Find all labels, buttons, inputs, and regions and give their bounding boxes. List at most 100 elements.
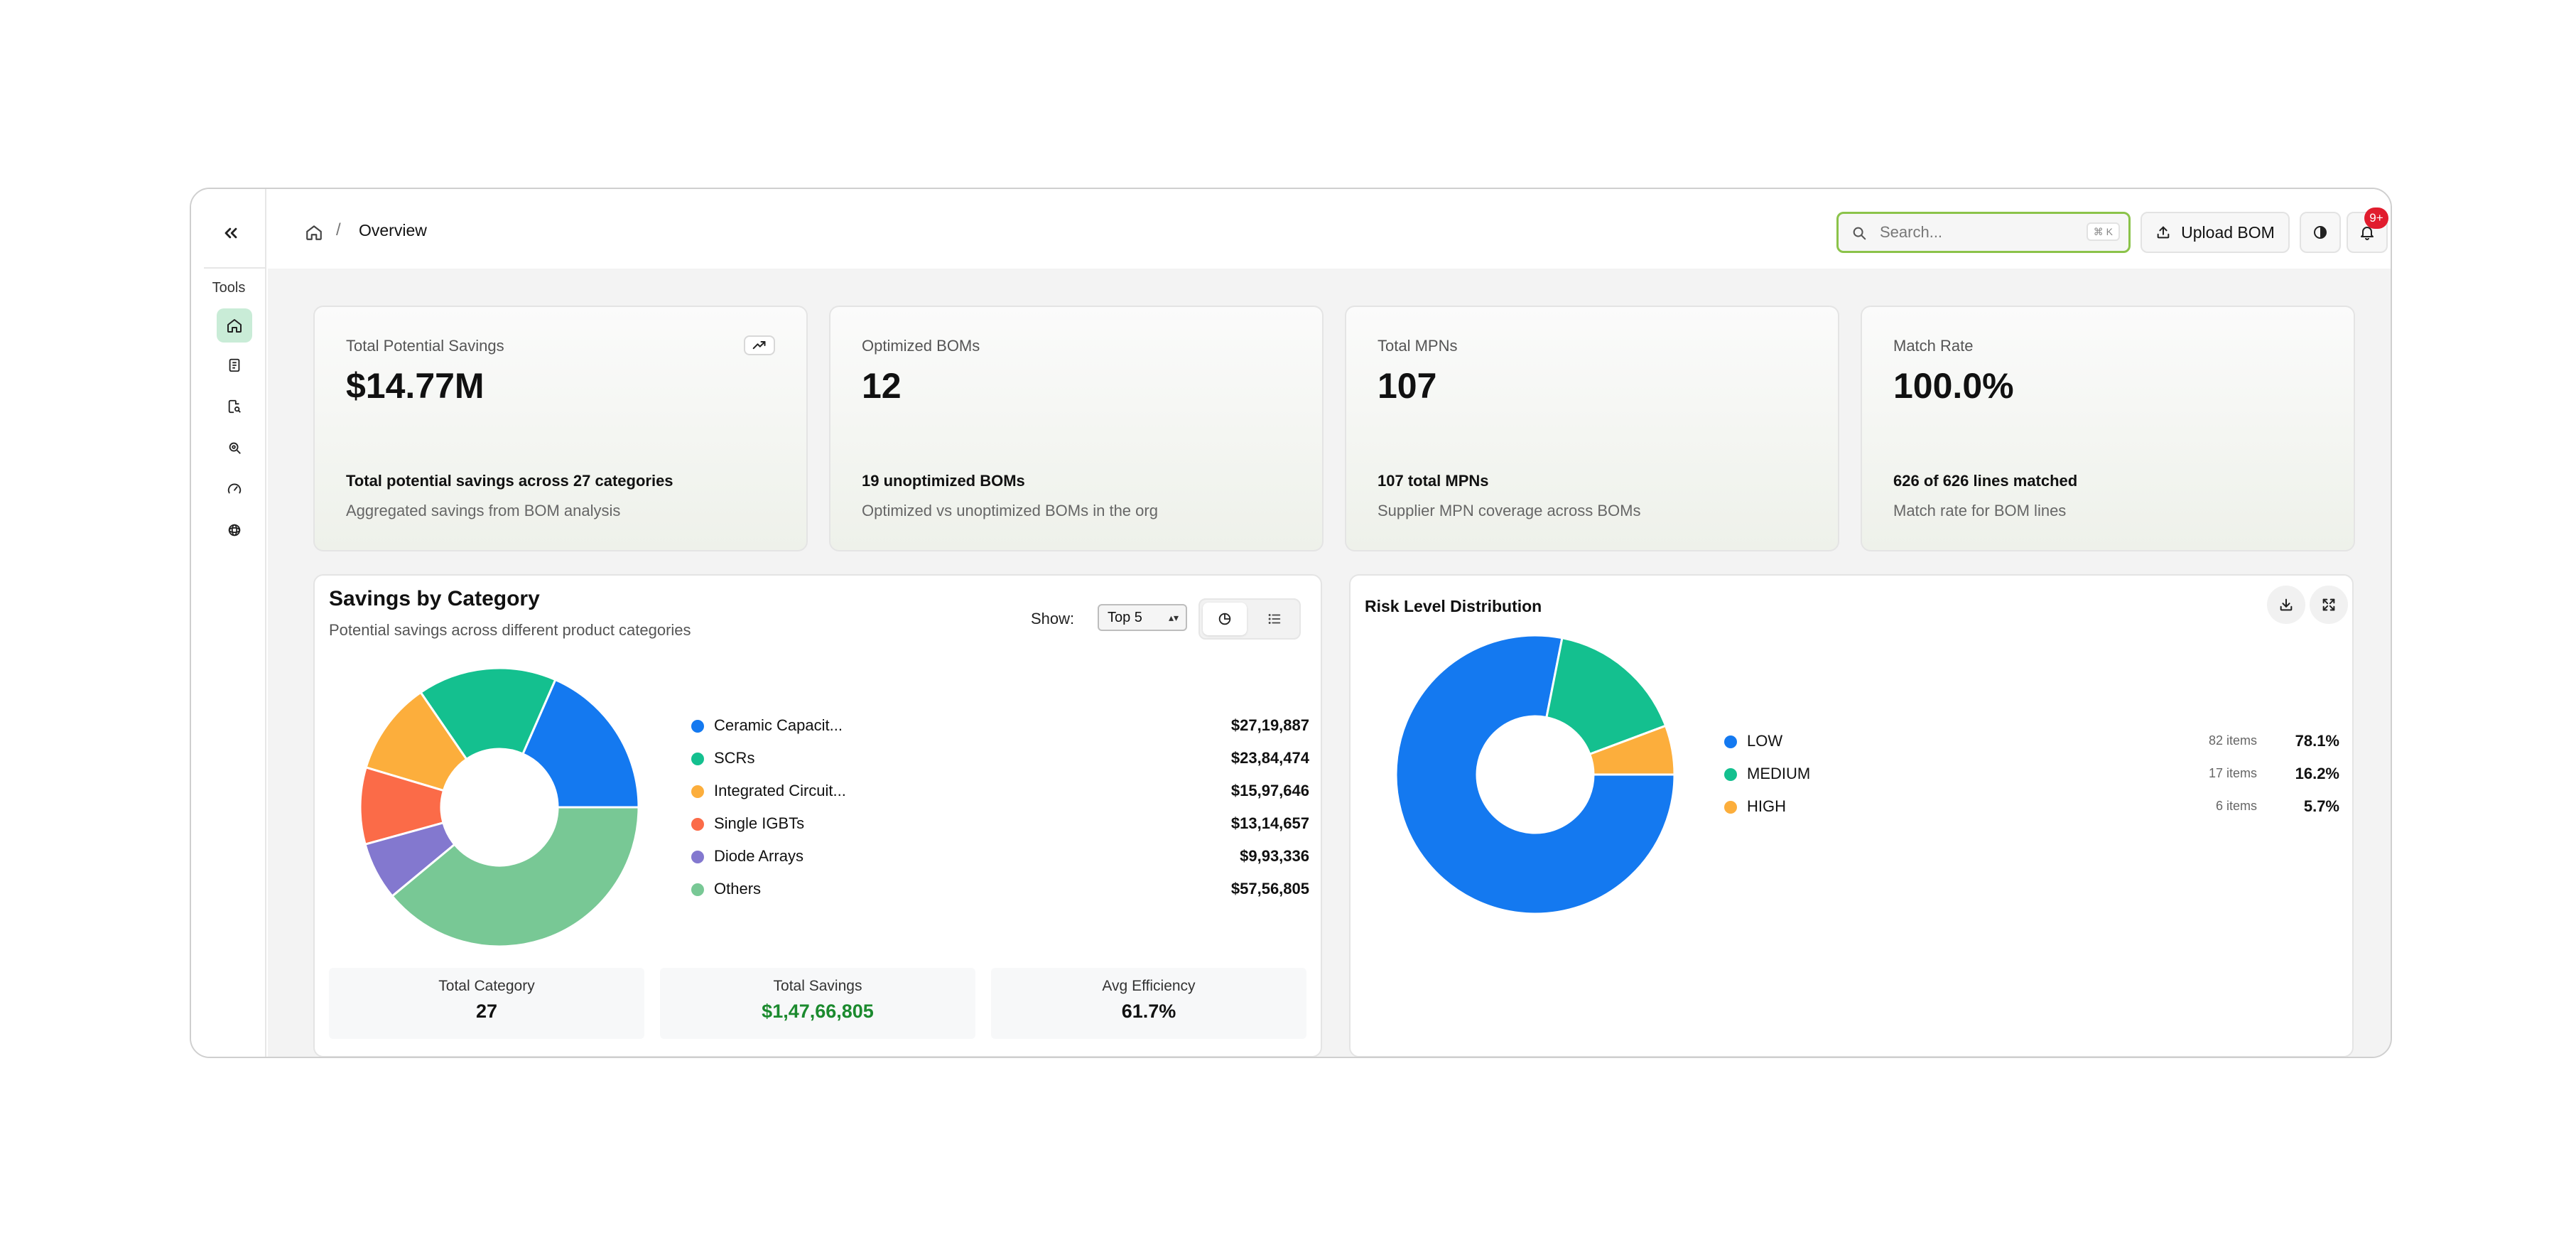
gauge-icon [227,483,242,494]
stat-title: Optimized BOMs [862,337,980,355]
stat-subdescription: Optimized vs unoptimized BOMs in the org [862,502,1158,519]
donut-slice-scrs[interactable] [419,667,557,761]
legend-count: 17 items [2208,766,2257,780]
sidebar-item-file-search[interactable] [217,389,252,424]
pie-view-button[interactable] [1203,603,1247,635]
legend-label: SCRs [714,749,755,767]
breadcrumb-separator: / [336,220,341,239]
legend-label: Diode Arrays [714,847,803,865]
legend-label: Ceramic Capacit... [714,716,843,734]
openai-icon [228,524,241,537]
legend-label: MEDIUM [1747,765,1811,782]
download-icon [2280,598,2293,611]
pie-chart-icon [1218,613,1231,625]
stat-title: Total MPNs [1378,337,1458,355]
stat-description: 19 unoptimized BOMs [862,472,1025,490]
sidebar-section-label: Tools [212,280,246,296]
legend-value: $27,19,887 [1230,716,1309,734]
upload-bom-label: Upload BOM [2181,222,2275,242]
search-icon [1853,227,1866,240]
select-arrows-icon: ▴▾ [1168,612,1179,623]
top-header: / Overview ⌘ K Upload BOM 9+ [268,189,2391,269]
trend-badge [744,335,775,355]
legend-dot [691,851,704,863]
legend-dot [691,818,704,831]
top-n-select[interactable]: Top 5 ▴▾ [1098,604,1187,631]
breadcrumb-home-icon[interactable] [305,223,323,242]
summary-label: Avg Efficiency [1102,978,1196,994]
upload-icon [2157,226,2170,239]
stat-title: Match Rate [1893,337,1974,355]
savings-donut-chart [359,667,640,948]
panel-title: Savings by Category [329,587,540,610]
legend-value: $13,14,657 [1230,814,1309,832]
list-icon [1268,614,1281,624]
donut-slice-ceramic-capacit[interactable] [521,678,640,809]
donut-slice-high[interactable] [1588,724,1676,776]
collapse-sidebar-button[interactable] [217,219,245,247]
summary-label: Total Category [438,978,535,994]
double-chevron-left-icon [224,227,237,239]
stat-value: $14.77M [346,366,485,406]
notification-badge: 9+ [2364,208,2388,229]
stat-value: 100.0% [1893,366,2014,406]
legend-item: Others $57,56,805 [691,878,1309,900]
trending-up-icon [752,341,766,350]
app-window: Tools / Overview ⌘ K Upl [190,188,2392,1058]
legend-dot [691,785,704,798]
legend-value: $57,56,805 [1230,880,1309,898]
stat-card-optimized-boms: Optimized BOMs 12 19 unoptimized BOMs Op… [829,306,1324,551]
donut-slice-low[interactable] [1395,634,1676,915]
summary-avg-efficiency: Avg Efficiency 61.7% [991,968,1306,1039]
savings-by-category-panel: Savings by Category Potential savings ac… [313,574,1322,1057]
donut-slice-medium[interactable] [1545,636,1667,756]
search-shortcut-hint: ⌘ K [2086,222,2120,241]
sidebar-item-gauge[interactable] [217,472,252,506]
legend-label: Integrated Circuit... [714,782,846,799]
stat-value: 12 [862,366,902,406]
legend-dot [1724,735,1737,748]
home-icon [227,319,242,333]
donut-slice-others[interactable] [390,806,640,948]
main-content: Total Potential Savings $14.77M Total po… [268,269,2391,1057]
stat-title: Total Potential Savings [346,337,504,355]
sidebar-item-ai[interactable] [217,513,252,547]
download-button[interactable] [2267,586,2305,624]
stat-subdescription: Aggregated savings from BOM analysis [346,502,621,519]
gear-search-icon [229,442,241,454]
expand-button[interactable] [2310,586,2348,624]
legend-item: Ceramic Capacit... $27,19,887 [691,715,1309,736]
panel-subtitle: Potential savings across different produ… [329,621,691,639]
top-n-select-value: Top 5 [1108,610,1142,625]
document-icon [229,358,240,372]
legend-label: HIGH [1747,797,1786,815]
legend-value: $23,84,474 [1230,749,1309,767]
theme-toggle-button[interactable] [2300,212,2341,253]
legend-item: Integrated Circuit... $15,97,646 [691,780,1309,802]
search-box[interactable]: ⌘ K [1836,212,2131,253]
risk-legend-item: HIGH 6 items 5.7% [1724,796,2339,817]
stat-subdescription: Supplier MPN coverage across BOMs [1378,502,1641,519]
sidebar-item-home[interactable] [217,308,252,343]
stat-description: 626 of 626 lines matched [1893,472,2078,490]
stat-description: 107 total MPNs [1378,472,1489,490]
contrast-icon [2314,226,2327,239]
savings-legend: Ceramic Capacit... $27,19,887 SCRs $23,84,4… [691,715,1309,928]
expand-icon [2322,598,2335,611]
breadcrumb-current-page: Overview [359,221,427,239]
stat-description: Total potential savings across 27 catego… [346,472,673,490]
legend-label: Single IGBTs [714,814,805,832]
summary-total-category: Total Category 27 [329,968,644,1039]
panel-title: Risk Level Distribution [1365,597,1542,615]
list-view-button[interactable] [1252,603,1297,635]
stat-value: 107 [1378,366,1437,406]
legend-count: 6 items [2215,799,2257,813]
upload-bom-button[interactable]: Upload BOM [2141,212,2290,253]
summary-total-savings: Total Savings $1,47,66,805 [660,968,975,1039]
risk-legend: LOW 82 items 78.1% MEDIUM 17 items 16.2% HIGH 6… [1724,731,2339,830]
search-input[interactable] [1880,220,2072,245]
sidebar-item-document[interactable] [217,348,252,382]
sidebar-item-settings-search[interactable] [217,431,252,465]
legend-value: $15,97,646 [1230,782,1309,799]
stat-card-total-mpns: Total MPNs 107 107 total MPNs Supplier M… [1345,306,1839,551]
